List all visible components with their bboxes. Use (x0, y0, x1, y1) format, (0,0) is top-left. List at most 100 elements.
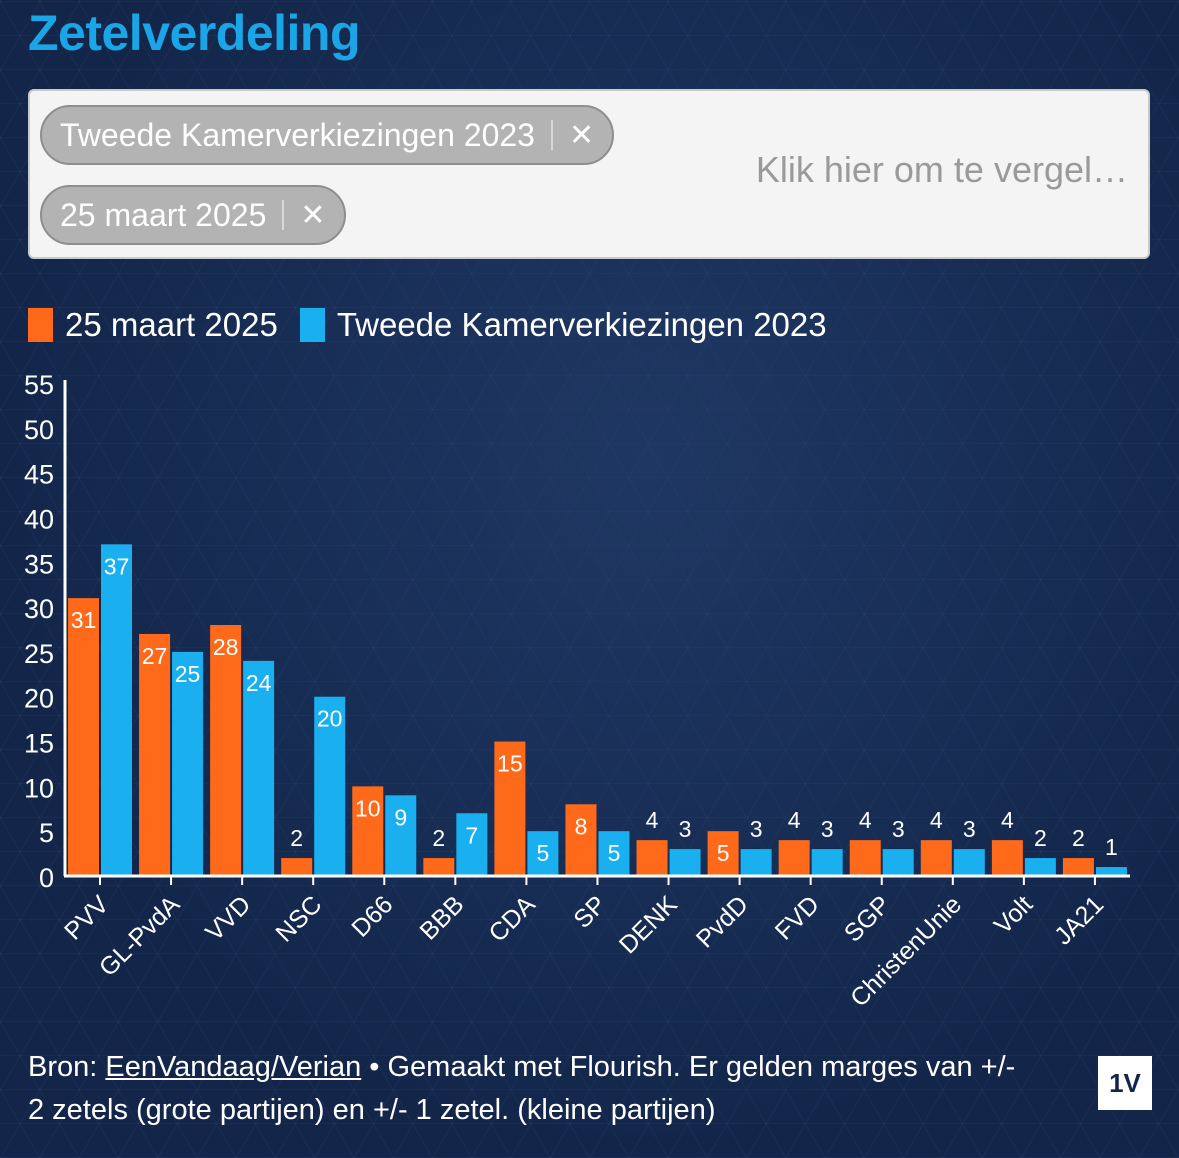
data-label: 8 (575, 813, 588, 839)
data-label: 20 (317, 706, 343, 732)
y-tick-label: 10 (24, 773, 54, 803)
y-tick-label: 55 (24, 370, 54, 400)
close-icon[interactable]: ✕ (300, 198, 326, 232)
legend-item-2025[interactable]: 25 maart 2025 (28, 306, 278, 344)
x-tick-label: VVD (200, 890, 256, 946)
x-tick-label: SP (568, 890, 611, 933)
y-tick-label: 50 (24, 415, 54, 445)
data-label: 27 (142, 643, 168, 669)
bar-2025-pvdd (707, 831, 739, 876)
bar-2025-fvd (778, 840, 810, 876)
y-tick-label: 25 (24, 639, 54, 669)
y-tick-label: 0 (39, 863, 54, 893)
y-tick-label: 15 (24, 729, 54, 759)
bar-2025-pvv (68, 598, 99, 876)
legend-swatch (28, 308, 53, 342)
bar-2023-sgp (882, 849, 914, 876)
bar-2025-cda (494, 741, 526, 876)
y-tick-label: 30 (24, 594, 54, 624)
bar-2025-volt (991, 840, 1023, 876)
bar-2023-pvdd (740, 849, 772, 876)
chart-legend: 25 maart 2025 Tweede Kamerverkiezingen 2… (28, 306, 849, 344)
data-label: 24 (246, 670, 272, 696)
bar-2025-ja21 (1062, 858, 1094, 876)
data-label: 2 (1034, 825, 1047, 851)
bar-2023-sp (598, 831, 630, 876)
data-label: 37 (104, 553, 130, 579)
x-tick-label: BBB (414, 890, 469, 945)
bar-2023-cda (527, 831, 559, 876)
bar-2025-vvd (210, 625, 242, 876)
chip-label: Tweede Kamerverkiezingen 2023 (60, 116, 535, 153)
bar-2023-fvd (811, 849, 843, 876)
data-label: 5 (537, 840, 550, 866)
bar-2023-denk (669, 849, 701, 876)
data-label: 2 (290, 825, 303, 851)
bar-2023-d66 (385, 795, 417, 876)
bar-2025-nsc (281, 858, 313, 876)
legend-label: 25 maart 2025 (65, 306, 278, 343)
data-label: 5 (608, 840, 621, 866)
x-tick-label: PVV (59, 890, 114, 945)
data-label: 4 (859, 807, 872, 833)
bar-2023-bbb (456, 813, 488, 876)
y-tick-label: 5 (39, 818, 54, 848)
bar-chart: 05101520253035404550553137PVV2725GL-PvdA… (24, 370, 1130, 1012)
x-tick-label: Volt (989, 890, 1038, 939)
bar-2023-christenunie (953, 849, 985, 876)
bar-2023-gl-pvda (172, 651, 204, 876)
data-label: 4 (1001, 807, 1014, 833)
bar-2025-denk (636, 840, 668, 876)
source-link[interactable]: EenVandaag/Verian (105, 1051, 362, 1083)
y-tick-label: 40 (24, 504, 54, 534)
compare-input-placeholder[interactable]: Klik hier om te vergel… (755, 149, 1128, 190)
data-label: 3 (750, 816, 763, 842)
data-label: 2 (432, 825, 445, 851)
chip-separator (282, 200, 285, 230)
source-prefix: Bron: (28, 1051, 106, 1083)
data-label: 3 (679, 816, 692, 842)
x-tick-label: D66 (346, 890, 398, 942)
bar-2025-sgp (849, 840, 881, 876)
bar-2023-vvd (243, 660, 275, 876)
bar-2023-volt (1024, 858, 1056, 876)
bar-2023-nsc (314, 696, 346, 876)
brand-logo: 1V (1098, 1056, 1152, 1110)
data-label: 28 (213, 634, 239, 660)
legend-item-2023[interactable]: Tweede Kamerverkiezingen 2023 (299, 306, 827, 344)
chip-label: 25 maart 2025 (60, 196, 267, 233)
x-tick-label: FVD (770, 890, 825, 945)
data-label: 1 (1105, 834, 1118, 860)
x-tick-label: JA21 (1049, 890, 1109, 950)
bar-2025-sp (565, 804, 597, 876)
bar-2025-bbb (423, 858, 455, 876)
y-tick-label: 20 (24, 684, 54, 714)
data-label: 31 (71, 607, 97, 633)
bar-2023-ja21 (1095, 867, 1127, 876)
data-label: 4 (646, 807, 659, 833)
y-tick-label: 45 (24, 460, 54, 490)
close-icon[interactable]: ✕ (568, 118, 595, 152)
x-tick-label: SGP (839, 890, 896, 947)
legend-swatch (299, 308, 325, 342)
data-label: 4 (788, 807, 801, 833)
x-tick-label: PvdD (691, 890, 754, 953)
x-tick-label: DENK (614, 890, 683, 959)
legend-label: Tweede Kamerverkiezingen 2023 (336, 306, 827, 343)
data-label: 25 (175, 661, 201, 687)
bar-2025-d66 (352, 786, 384, 876)
data-label: 3 (892, 816, 905, 842)
bar-2025-christenunie (920, 840, 952, 876)
compare-selector[interactable]: Tweede Kamerverkiezingen 2023 ✕ 25 maart… (28, 89, 1150, 259)
source-footer: Bron: EenVandaag/Verian • Gemaakt met Fl… (28, 1046, 1028, 1132)
source-text: • Gemaakt met Flourish. Er gelden marges… (28, 1051, 1016, 1126)
y-tick-label: 35 (24, 549, 54, 579)
bar-2025-gl-pvda (139, 633, 171, 876)
page-title: Zetelverdeling (28, 5, 361, 61)
chip-tweede-kamer-2023[interactable]: Tweede Kamerverkiezingen 2023 ✕ (40, 105, 615, 165)
data-label: 2 (1072, 825, 1085, 851)
data-label: 5 (717, 840, 730, 866)
data-label: 7 (465, 822, 478, 848)
chip-25-maart-2025[interactable]: 25 maart 2025 ✕ (40, 185, 346, 245)
bar-2023-pvv (101, 544, 132, 876)
